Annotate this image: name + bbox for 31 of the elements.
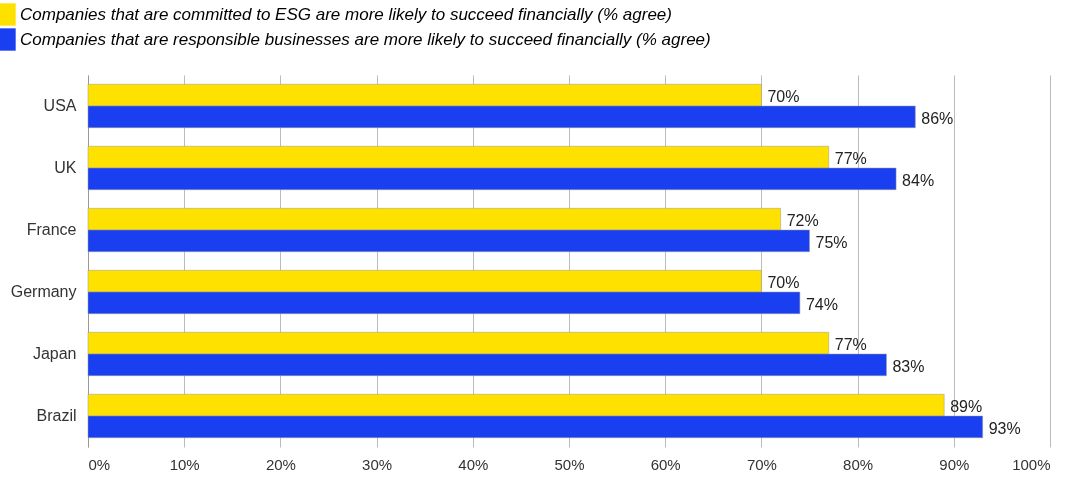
x-tick-label: 30% bbox=[362, 455, 393, 473]
y-tick-label: France bbox=[26, 221, 77, 238]
x-tick-label: 20% bbox=[265, 455, 296, 473]
x-tick-label: 90% bbox=[939, 455, 970, 473]
data-label: 77% bbox=[834, 336, 867, 354]
data-label: 84% bbox=[902, 171, 935, 189]
x-tick-label: 70% bbox=[746, 455, 777, 473]
x-tick-label: 10% bbox=[169, 455, 200, 473]
data-label: 72% bbox=[786, 212, 819, 230]
data-label: 93% bbox=[988, 419, 1021, 437]
y-tick-label: USA bbox=[43, 97, 77, 114]
data-label: 75% bbox=[815, 233, 848, 251]
data-label: 70% bbox=[767, 88, 800, 106]
x-tick-label: 50% bbox=[554, 455, 585, 473]
data-label: 83% bbox=[892, 357, 925, 375]
x-tick-label: 40% bbox=[458, 455, 489, 473]
y-tick-label: Germany bbox=[10, 283, 77, 300]
y-tick-label: Japan bbox=[32, 345, 77, 362]
data-label: 89% bbox=[950, 398, 983, 416]
data-label: 77% bbox=[834, 150, 867, 168]
y-tick-label: UK bbox=[54, 159, 77, 176]
x-tick-label: 80% bbox=[843, 455, 874, 473]
x-tick-label: 100% bbox=[1012, 455, 1051, 473]
x-tick-label: 0% bbox=[88, 455, 111, 473]
legend-label: Companies that are responsible businesses are more likely to succeed financially (% agree) bbox=[20, 29, 711, 49]
y-tick-label: Brazil bbox=[36, 407, 77, 424]
x-tick-label: 60% bbox=[650, 455, 681, 473]
data-label: 70% bbox=[767, 274, 800, 292]
legend-label: Companies that are committed to ESG are more likely to succeed financially (% agree) bbox=[20, 4, 672, 24]
data-label: 74% bbox=[805, 295, 838, 313]
data-label: 86% bbox=[921, 109, 954, 127]
